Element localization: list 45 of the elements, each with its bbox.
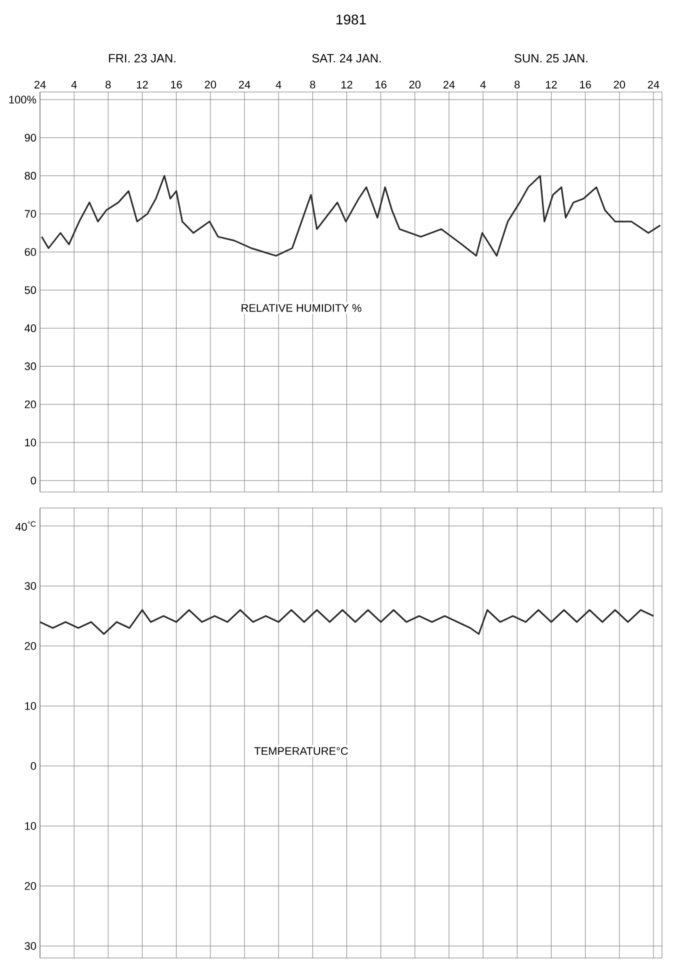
- y-tick-label: 20: [24, 642, 36, 650]
- x-tick-label: 24: [443, 80, 455, 88]
- x-tick-label: 12: [546, 80, 557, 88]
- x2-tick-label: FRI. 23 JAN.: [109, 54, 176, 62]
- chart-title: 1981: [336, 14, 366, 24]
- x-tick-label: 8: [106, 80, 111, 88]
- x-tick-label: 16: [171, 80, 182, 88]
- y-tick-label: 100%: [9, 96, 36, 104]
- x-tick-label: 12: [341, 80, 352, 88]
- y-tick-label: 10: [25, 822, 36, 830]
- x-tick-label: 20: [409, 80, 421, 88]
- x-tick-label: 8: [310, 80, 316, 88]
- y-tick-label: 0: [30, 762, 36, 770]
- y-tick-label: 30: [24, 362, 36, 370]
- x2-tick-label: SUN. 25 JAN.: [514, 54, 588, 62]
- x-tick-label: 12: [136, 80, 148, 88]
- y-tick-label: 0: [30, 476, 36, 484]
- x-tick-label: 16: [580, 80, 591, 88]
- x-tick-label: 20: [204, 80, 216, 88]
- y-tick-label: 20: [24, 882, 36, 890]
- y-tick-label: 50: [24, 286, 36, 294]
- x-tick-label: 20: [614, 80, 626, 88]
- y-tick-label: 40: [24, 324, 36, 332]
- y-tick-label: 20: [24, 400, 36, 408]
- x-tick-label: 8: [514, 80, 520, 88]
- y-tick-label: 80: [24, 172, 36, 180]
- x2-tick-label: SAT. 24 JAN.: [312, 54, 381, 62]
- y-tick-label: 70: [24, 210, 36, 218]
- x-tick-label: 24: [648, 80, 660, 88]
- y-tick-label: 90: [24, 134, 36, 142]
- x-tick-label: 24: [34, 80, 46, 88]
- y-tick-label: 30: [24, 582, 36, 590]
- x-tick-label: 24: [238, 80, 250, 88]
- x-tick-label: 16: [376, 80, 386, 88]
- annotation: TEMPERATURE°C: [254, 747, 348, 755]
- x-tick-label: 4: [71, 80, 77, 88]
- y-tick-label: 30: [24, 942, 36, 950]
- x-tick-label: 4: [480, 80, 486, 88]
- line-series: [40, 175, 662, 257]
- y-tick-label: 60: [24, 248, 36, 256]
- annotation: RELATIVE HUMIDITY %: [242, 304, 362, 312]
- y-tick-label: 40$^{°C}$: [15, 521, 36, 531]
- x-tick-label: 4: [276, 80, 282, 88]
- y-tick-label: 10: [25, 702, 36, 710]
- y-tick-label: 10: [25, 438, 36, 446]
